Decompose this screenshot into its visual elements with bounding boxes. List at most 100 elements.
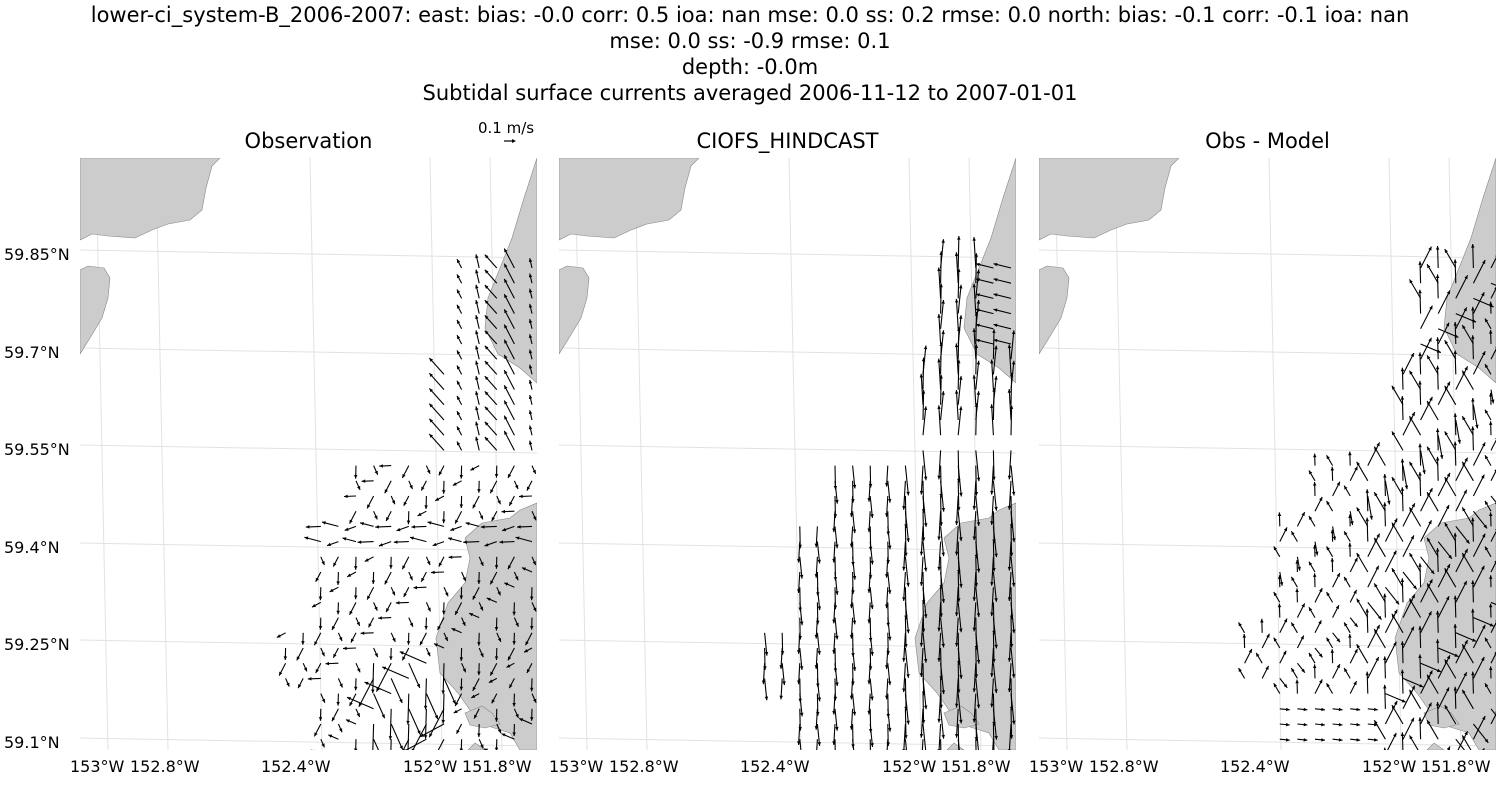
current-vector-head (972, 627, 977, 632)
current-vector (1409, 370, 1422, 390)
current-vector-head (1383, 656, 1387, 661)
current-vector-head (374, 653, 378, 658)
current-vector-shaft (975, 269, 980, 299)
current-vector-head (1463, 672, 1467, 677)
current-vector-head (1404, 485, 1409, 490)
current-vector-shaft (973, 602, 977, 632)
current-vector-shaft (957, 556, 962, 588)
current-vector (507, 647, 515, 661)
current-vector (1420, 519, 1432, 542)
current-vector (1010, 465, 1016, 496)
current-vector (297, 678, 304, 689)
current-vector (1409, 735, 1419, 750)
current-vector-head (399, 699, 403, 704)
current-vector (402, 738, 410, 750)
current-vector (902, 480, 906, 510)
current-vector-head (417, 512, 422, 516)
current-vector-shaft (975, 647, 977, 679)
current-vector-head (301, 641, 305, 645)
current-vector-shaft (1367, 602, 1382, 620)
current-vector-head (479, 515, 483, 520)
current-vector-head (1495, 346, 1496, 348)
current-vector-shaft (1419, 352, 1422, 375)
current-vector-head (1453, 259, 1457, 263)
current-vector-shaft (1472, 243, 1474, 269)
current-vector-head (475, 406, 479, 411)
current-vector-shaft (973, 328, 977, 360)
current-vector (528, 425, 533, 436)
current-vector (528, 318, 533, 329)
current-vector-head (957, 359, 961, 364)
current-vector-head (1365, 671, 1370, 676)
current-vector (1326, 682, 1334, 694)
current-vector (1365, 517, 1369, 542)
current-vector-head (1481, 565, 1485, 570)
current-vector-head (459, 657, 464, 661)
current-vector (940, 526, 945, 557)
current-vector-head (1277, 575, 1282, 579)
current-vector-shaft (1490, 560, 1496, 573)
current-vector-shaft (1455, 526, 1470, 544)
current-vector (1472, 624, 1486, 649)
current-vector (1471, 306, 1475, 329)
current-vector (852, 465, 857, 489)
current-vector-shaft (1420, 519, 1432, 542)
current-vector (1455, 526, 1470, 544)
current-vector (1435, 245, 1440, 269)
current-vector-head (959, 284, 963, 289)
current-vector-head (954, 390, 959, 394)
current-vector (1391, 704, 1404, 725)
map-panel-model (559, 158, 1016, 750)
current-vector-shaft (1367, 495, 1373, 520)
current-vector (816, 541, 821, 564)
current-vector-shaft (938, 405, 942, 436)
current-vector (1332, 604, 1340, 618)
current-vector-head (1418, 717, 1422, 721)
current-vector-head (399, 651, 404, 655)
current-vector-shaft (1473, 617, 1494, 627)
current-vector-head (484, 345, 489, 350)
current-vector-shaft (992, 541, 995, 572)
current-vector-head (305, 525, 310, 529)
current-vector (922, 587, 928, 619)
current-vector (475, 375, 480, 390)
current-vector-head (1273, 546, 1278, 551)
current-vector (834, 480, 839, 504)
current-vector-shaft (973, 480, 977, 510)
current-vector-shaft (816, 678, 821, 702)
current-vector-head (411, 748, 415, 750)
current-vector-head (1489, 392, 1493, 397)
current-vector (1384, 700, 1398, 725)
current-vector (957, 693, 963, 724)
current-vector (381, 666, 410, 679)
current-vector (408, 480, 413, 490)
current-vector (781, 663, 786, 686)
current-vector-head (1482, 351, 1486, 356)
current-vector (1420, 702, 1432, 725)
current-vector-head (975, 338, 980, 343)
current-vector (1349, 680, 1358, 694)
current-vector-shaft (834, 708, 838, 731)
current-vector-shaft (1490, 348, 1496, 360)
current-vector (919, 373, 924, 405)
current-vector-head (941, 643, 945, 648)
current-vector-shaft (1426, 446, 1439, 466)
current-vector-shaft (1420, 396, 1433, 421)
current-vector (992, 708, 998, 740)
current-vector-head (402, 656, 406, 661)
current-vector-shaft (1367, 565, 1380, 588)
current-vector (1471, 243, 1475, 269)
current-vector-shaft (1387, 732, 1397, 750)
current-vector (1010, 556, 1016, 587)
current-vector (425, 602, 431, 612)
current-vector-head (409, 576, 413, 581)
current-vector (320, 738, 325, 748)
current-vector-head (1256, 652, 1260, 657)
lon-tick-label: 152.4°W (261, 757, 331, 776)
current-vector-head (349, 610, 353, 615)
current-vector-head (1418, 472, 1422, 476)
current-vector (385, 510, 392, 522)
current-vector-shaft (1384, 700, 1398, 725)
current-vector (329, 586, 339, 593)
current-vector-shaft (816, 587, 821, 611)
